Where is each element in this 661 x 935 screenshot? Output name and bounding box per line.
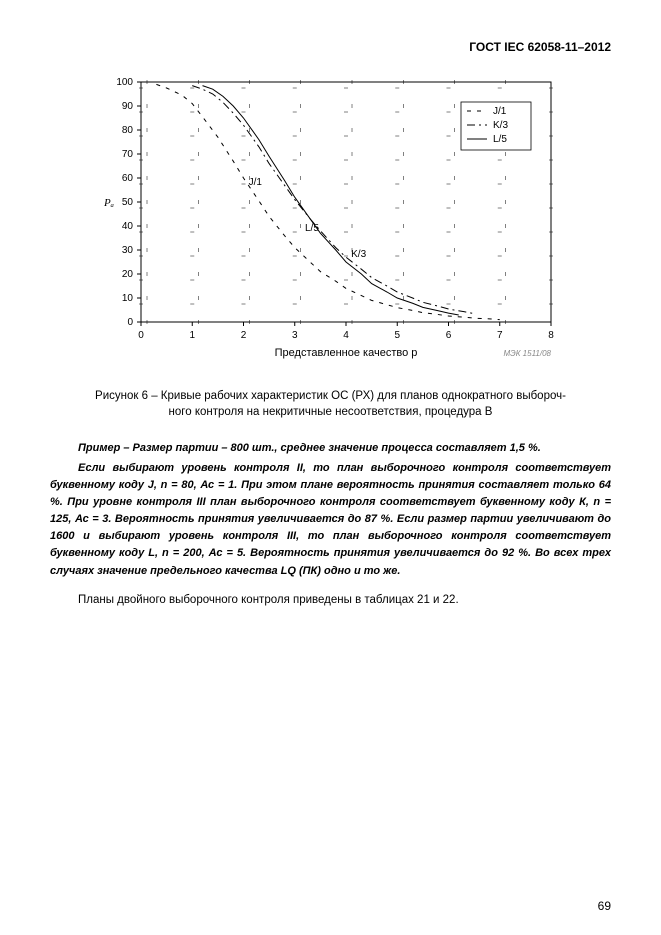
svg-text:3: 3 — [291, 330, 297, 341]
svg-text:4: 4 — [343, 330, 349, 341]
example-text: Пример – Размер партии – 800 шт., средне… — [50, 440, 611, 579]
svg-text:80: 80 — [121, 125, 133, 136]
svg-text:20: 20 — [121, 269, 133, 280]
example-para-2: Если выбирают уровень контроля II, то пл… — [50, 460, 611, 579]
svg-text:70: 70 — [121, 149, 133, 160]
svg-text:1: 1 — [189, 330, 195, 341]
caption-line-1: Рисунок 6 – Кривые рабочих характеристик… — [95, 390, 566, 402]
svg-text:K/3: K/3 — [351, 249, 366, 260]
svg-text:0: 0 — [127, 317, 133, 328]
svg-text:Pₐ: Pₐ — [103, 197, 114, 209]
svg-text:МЭК 1511/08: МЭК 1511/08 — [503, 349, 551, 358]
svg-text:2: 2 — [240, 330, 246, 341]
svg-text:6: 6 — [445, 330, 451, 341]
svg-text:L/5: L/5 — [493, 134, 507, 145]
page: ГОСТ IEC 62058-11–2012 01234567801020304… — [0, 0, 661, 935]
svg-text:5: 5 — [394, 330, 400, 341]
final-paragraph: Планы двойного выборочного контроля прив… — [50, 594, 611, 606]
svg-text:10: 10 — [121, 293, 133, 304]
svg-text:60: 60 — [121, 173, 133, 184]
svg-text:7: 7 — [496, 330, 502, 341]
figure-caption: Рисунок 6 – Кривые рабочих характеристик… — [80, 388, 581, 420]
svg-text:100: 100 — [116, 77, 133, 88]
svg-text:K/3: K/3 — [493, 120, 508, 131]
svg-text:0: 0 — [138, 330, 144, 341]
page-number: 69 — [598, 899, 611, 913]
chart-container: 0123456780102030405060708090100PₐПредста… — [91, 70, 571, 370]
svg-text:30: 30 — [121, 245, 133, 256]
svg-text:J/1: J/1 — [248, 177, 262, 188]
oc-curves-chart: 0123456780102030405060708090100PₐПредста… — [91, 70, 571, 370]
svg-text:L/5: L/5 — [305, 223, 319, 234]
caption-line-2: ного контроля на некритичные несоответст… — [169, 406, 493, 418]
svg-text:90: 90 — [121, 101, 133, 112]
svg-text:8: 8 — [548, 330, 554, 341]
svg-text:40: 40 — [121, 221, 133, 232]
svg-text:50: 50 — [121, 197, 133, 208]
svg-text:Представленное качество p: Представленное качество p — [274, 347, 417, 359]
svg-text:J/1: J/1 — [493, 106, 507, 117]
doc-header: ГОСТ IEC 62058-11–2012 — [50, 40, 611, 54]
example-para-1: Пример – Размер партии – 800 шт., средне… — [50, 440, 611, 457]
